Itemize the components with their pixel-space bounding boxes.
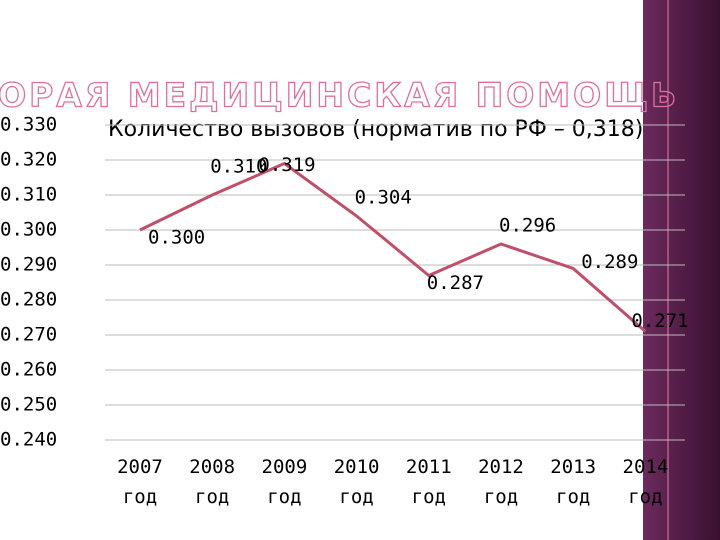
chart-title: Количество вызовов (норматив по РФ – 0,3… xyxy=(108,117,643,142)
data-label: 0.289 xyxy=(581,251,638,273)
y-tick-label: 0.300 xyxy=(0,219,57,241)
y-tick-label: 0.310 xyxy=(0,184,57,206)
x-tick-label: 2007 год xyxy=(117,456,163,508)
data-label: 0.287 xyxy=(427,272,484,294)
y-tick-label: 0.250 xyxy=(0,394,57,416)
x-tick-label: 2013 год xyxy=(550,456,597,508)
data-label: 0.300 xyxy=(148,227,205,249)
data-line xyxy=(139,161,647,333)
y-tick-label: 0.280 xyxy=(0,289,57,311)
y-tick-label: 0.320 xyxy=(0,149,57,171)
data-label: 0.310 xyxy=(210,156,267,178)
data-label: 0.271 xyxy=(631,310,688,332)
x-tick-label: 2010 год xyxy=(333,456,380,508)
x-tick-label: 2014 год xyxy=(622,456,669,508)
x-tick-label: 2012 год xyxy=(478,456,524,508)
y-tick-label: 0.330 xyxy=(0,114,57,136)
data-label: 0.296 xyxy=(499,215,556,237)
y-tick-label: 0.290 xyxy=(0,254,57,276)
y-tick-label: 0.270 xyxy=(0,324,57,346)
x-tick-label: 2009 год xyxy=(261,456,308,508)
slide-title: СКОРАЯ МЕДИЦИНСКАЯ ПОМОЩЬ xyxy=(0,76,679,115)
y-tick-label: 0.260 xyxy=(0,359,57,381)
x-tick-label: 2008 год xyxy=(189,456,236,508)
data-label: 0.319 xyxy=(258,154,315,176)
y-tick-label: 0.240 xyxy=(0,429,57,451)
side-band xyxy=(643,0,720,540)
data-label: 0.304 xyxy=(355,187,412,209)
x-tick-label: 2011 год xyxy=(405,456,452,508)
